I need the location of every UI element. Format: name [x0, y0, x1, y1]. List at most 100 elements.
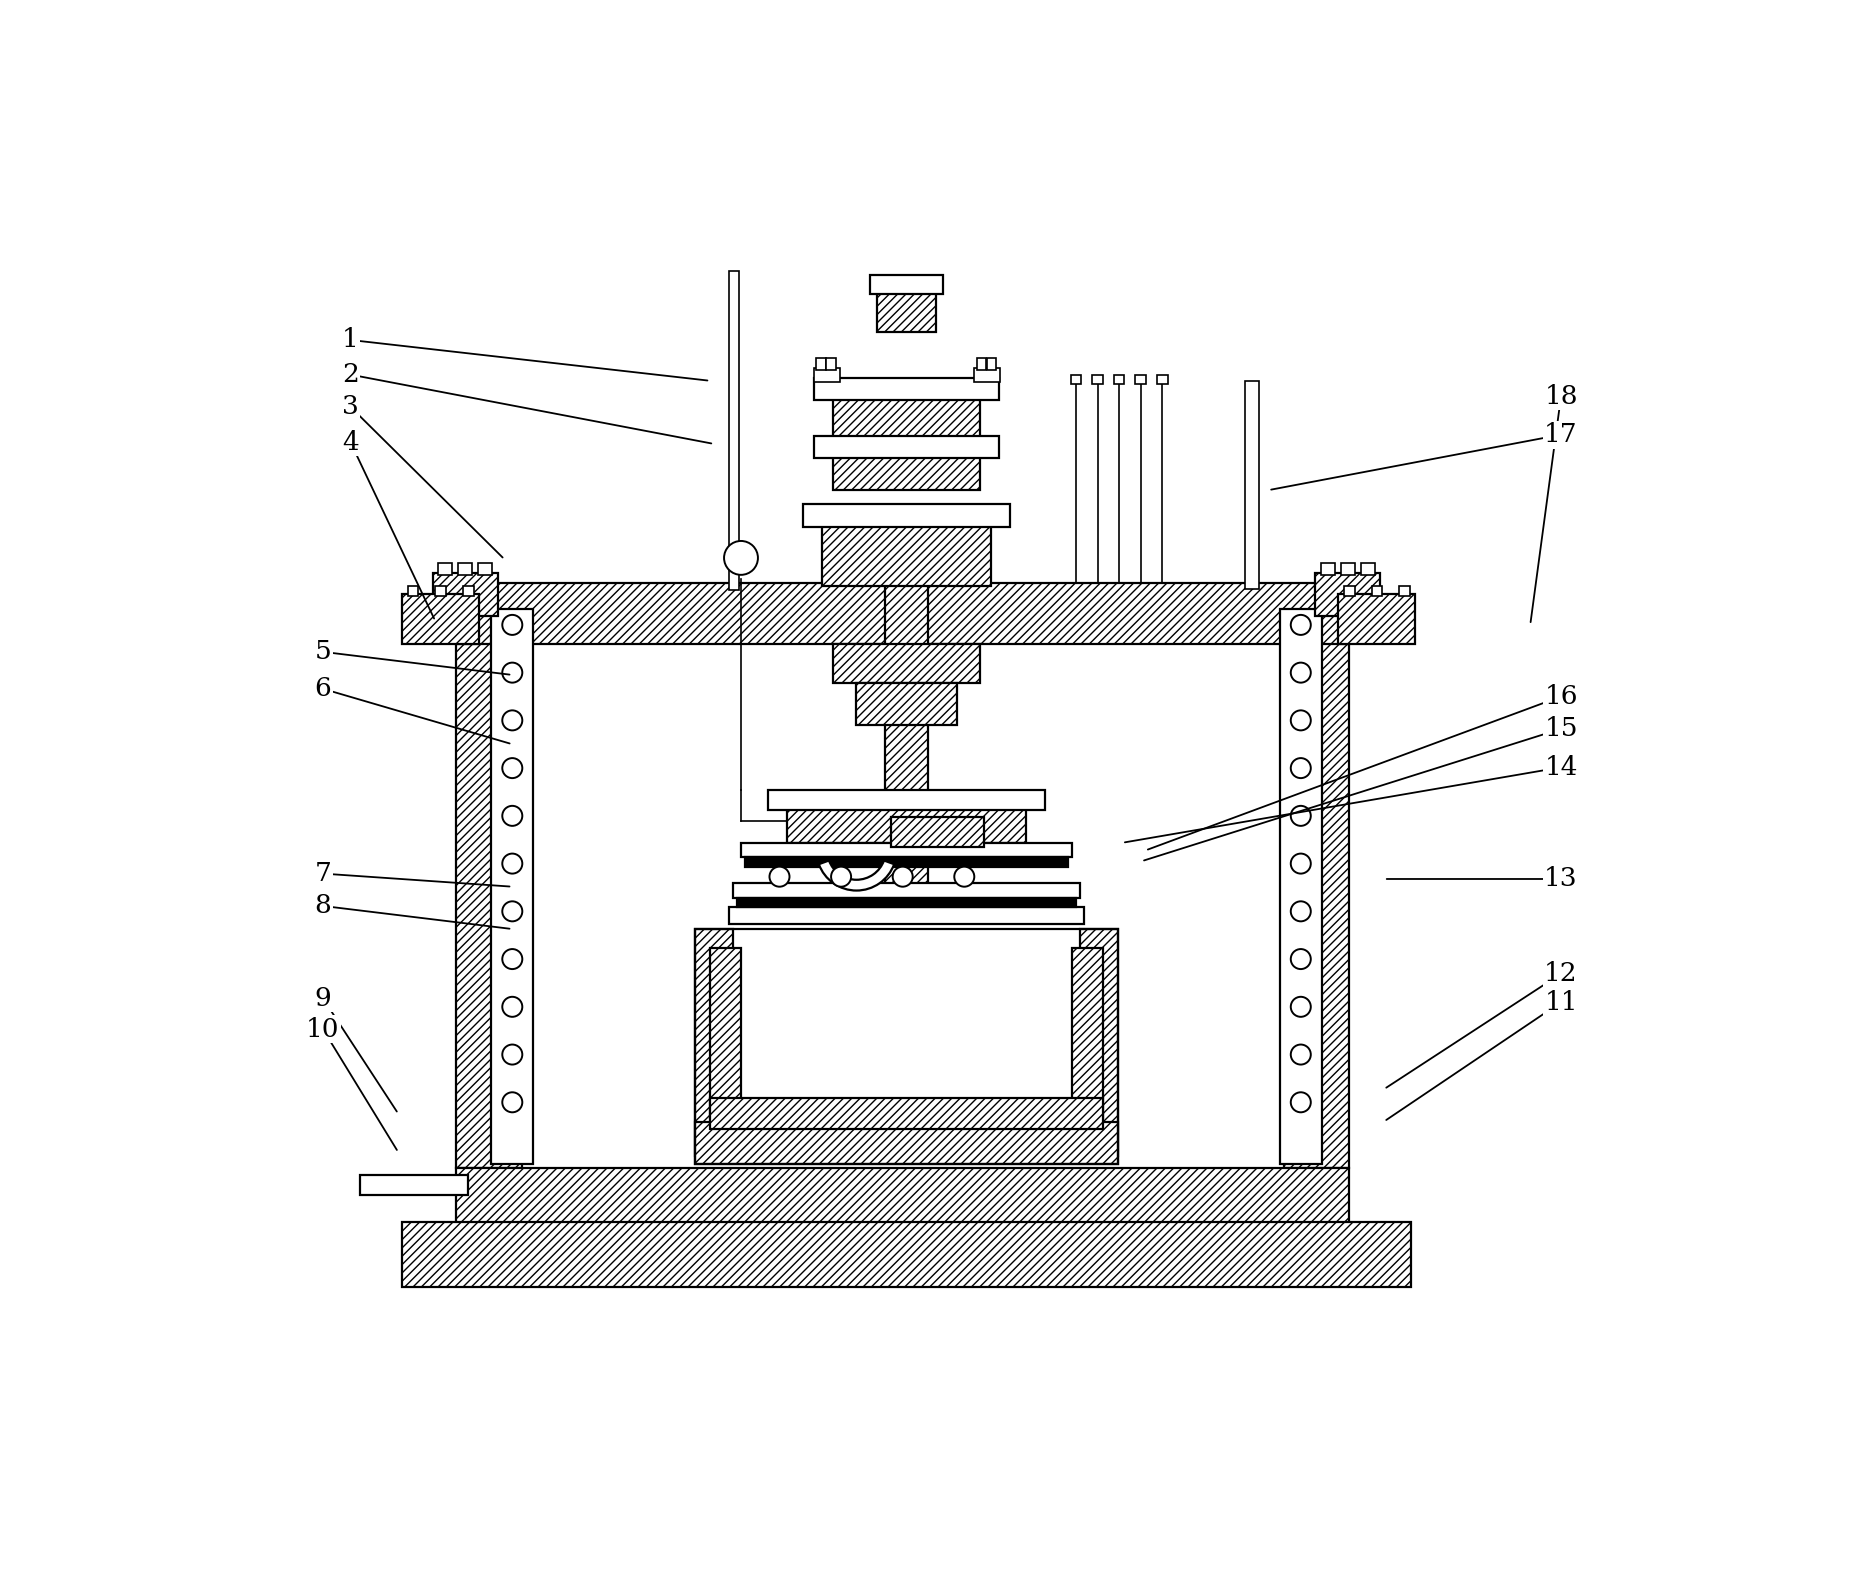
Bar — [403, 1221, 1410, 1288]
Circle shape — [1289, 615, 1310, 634]
Bar — [1070, 375, 1081, 384]
Bar — [987, 358, 996, 370]
Circle shape — [1289, 997, 1310, 1017]
Bar — [729, 271, 738, 590]
Bar — [1313, 573, 1380, 615]
Bar — [814, 437, 998, 457]
Bar — [822, 509, 991, 587]
Text: 4: 4 — [341, 430, 358, 456]
Wedge shape — [818, 861, 894, 891]
Bar — [360, 1175, 467, 1194]
Bar — [710, 1098, 1102, 1130]
Bar — [768, 791, 1044, 810]
Bar — [736, 899, 1076, 908]
Bar — [833, 440, 979, 490]
Text: 15: 15 — [1543, 717, 1577, 742]
Text: 10: 10 — [306, 1017, 339, 1041]
Circle shape — [503, 997, 521, 1017]
Text: 18: 18 — [1543, 384, 1577, 408]
Bar — [814, 378, 998, 400]
Bar — [744, 857, 1068, 867]
Text: 14: 14 — [1543, 755, 1577, 780]
Bar — [462, 587, 473, 596]
Bar — [694, 929, 1119, 1164]
Bar — [814, 369, 840, 383]
Bar — [870, 275, 942, 294]
Text: 5: 5 — [313, 639, 330, 664]
Circle shape — [1289, 758, 1310, 778]
Bar — [877, 290, 935, 332]
Bar — [432, 573, 499, 615]
Bar — [479, 563, 492, 574]
Circle shape — [1289, 710, 1310, 731]
Bar — [408, 587, 417, 596]
Bar — [1280, 609, 1321, 1164]
Text: 12: 12 — [1543, 962, 1577, 986]
Bar — [833, 644, 979, 683]
Circle shape — [503, 1092, 521, 1112]
Circle shape — [503, 854, 521, 873]
Bar — [1360, 563, 1375, 574]
Text: 6: 6 — [313, 676, 330, 701]
Circle shape — [723, 541, 757, 574]
Circle shape — [1289, 805, 1310, 826]
Circle shape — [503, 949, 521, 970]
Circle shape — [1289, 1092, 1310, 1112]
Bar — [1072, 948, 1102, 1118]
Bar — [436, 587, 445, 596]
Text: 11: 11 — [1543, 990, 1577, 1014]
Circle shape — [503, 1044, 521, 1065]
Bar — [438, 563, 453, 574]
Bar — [801, 505, 1009, 527]
Bar — [710, 948, 740, 1118]
Circle shape — [503, 663, 521, 683]
Bar — [403, 595, 479, 644]
Bar — [974, 369, 1000, 383]
Bar — [733, 883, 1080, 899]
Bar — [816, 358, 825, 370]
Bar — [1284, 598, 1349, 1168]
Bar — [1337, 595, 1414, 644]
Bar — [1091, 375, 1102, 384]
Text: 13: 13 — [1543, 867, 1577, 892]
Bar — [456, 582, 1349, 644]
Circle shape — [1289, 902, 1310, 921]
Circle shape — [503, 758, 521, 778]
Bar — [694, 929, 733, 1156]
Bar — [1135, 375, 1145, 384]
Circle shape — [1289, 949, 1310, 970]
Text: 16: 16 — [1543, 683, 1577, 709]
Bar — [729, 908, 1083, 924]
Bar — [1343, 587, 1354, 596]
Text: 9: 9 — [313, 986, 330, 1011]
Circle shape — [503, 615, 521, 634]
Bar — [694, 1122, 1119, 1164]
Bar — [1113, 375, 1124, 384]
Bar — [1321, 563, 1334, 574]
Bar — [885, 582, 928, 906]
Bar — [1339, 563, 1354, 574]
Bar — [490, 609, 532, 1164]
Text: 17: 17 — [1543, 422, 1577, 448]
Circle shape — [892, 867, 913, 886]
Circle shape — [1289, 854, 1310, 873]
Circle shape — [1289, 1044, 1310, 1065]
Circle shape — [831, 867, 851, 886]
Bar — [787, 797, 1026, 843]
Text: 2: 2 — [341, 362, 358, 388]
Circle shape — [770, 867, 788, 886]
Bar — [833, 383, 979, 440]
Circle shape — [1289, 663, 1310, 683]
Text: 7: 7 — [313, 861, 332, 886]
Circle shape — [503, 805, 521, 826]
Bar — [855, 683, 955, 725]
Text: 1: 1 — [341, 327, 358, 353]
Bar — [1156, 375, 1167, 384]
Bar — [825, 358, 835, 370]
Bar — [1371, 587, 1382, 596]
Bar — [456, 1168, 1349, 1237]
Bar — [458, 563, 471, 574]
Circle shape — [503, 710, 521, 731]
Bar — [890, 818, 983, 846]
Bar — [740, 843, 1072, 857]
